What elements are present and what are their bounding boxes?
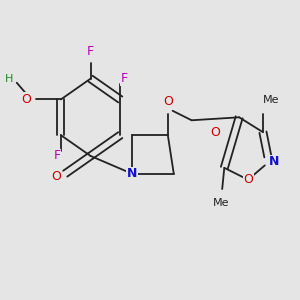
Text: F: F <box>87 45 94 58</box>
Text: Me: Me <box>213 198 230 208</box>
Text: O: O <box>163 95 173 108</box>
Text: O: O <box>211 126 220 139</box>
Text: F: F <box>54 149 61 162</box>
Text: O: O <box>243 173 253 186</box>
Text: N: N <box>127 167 137 180</box>
Text: O: O <box>21 93 31 106</box>
Text: N: N <box>269 155 279 168</box>
Text: F: F <box>120 72 128 85</box>
Text: Me: Me <box>263 95 279 105</box>
Text: H: H <box>5 74 13 84</box>
Text: O: O <box>51 170 61 183</box>
